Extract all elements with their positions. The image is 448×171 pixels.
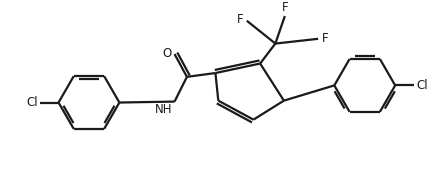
Text: O: O [163, 47, 172, 60]
Text: F: F [237, 13, 243, 26]
Text: Cl: Cl [416, 79, 428, 92]
Text: Cl: Cl [26, 96, 38, 109]
Text: F: F [281, 1, 288, 14]
Text: F: F [322, 32, 328, 45]
Text: NH: NH [155, 103, 172, 116]
